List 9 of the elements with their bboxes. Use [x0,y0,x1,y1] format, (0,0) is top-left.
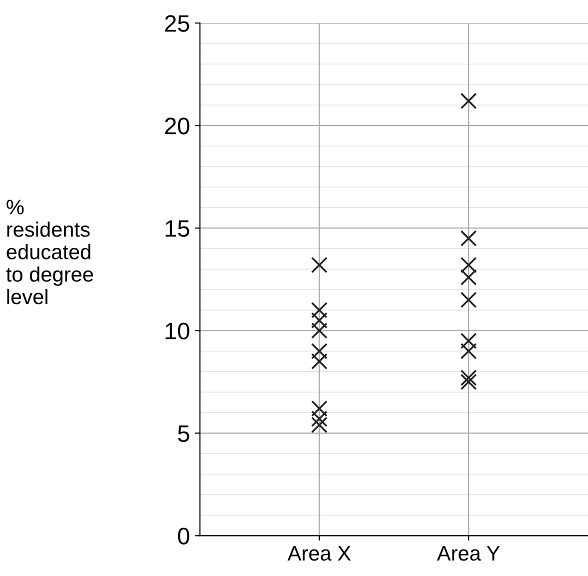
y-tick-label: 10 [166,322,190,340]
y-tick-label: 20 [165,118,190,134]
y-axis-title: % residents educated to degree level [6,200,93,304]
y-tick-label: 25 [165,15,190,32]
y-tick-label: 15 [166,220,190,237]
y-tick-label: 0 [178,528,190,544]
x-tick-label: Area Y [436,546,500,561]
x-tick-label: Area X [288,546,351,561]
y-tick-label: 5 [178,425,190,442]
